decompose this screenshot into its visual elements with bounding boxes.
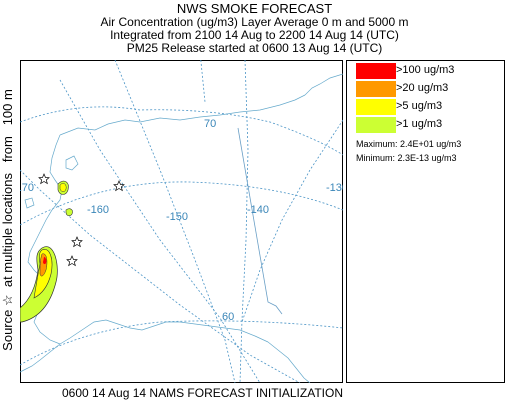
source-star-icon [113,180,125,192]
lon-label: -130 [326,182,343,194]
plume-small-1ug [65,208,73,217]
legend-item-5: >5 ug/m3 [356,99,496,115]
meridian-130 [241,119,343,323]
plume-100ug [43,257,47,265]
concentration-subtitle: Air Concentration (ug/m3) Layer Average … [100,15,409,29]
legend-swatch [356,63,396,79]
legend-swatch [356,81,396,97]
legend-item-20: >20 ug/m3 [356,81,496,97]
borders [237,127,283,315]
island-west [24,197,35,209]
smoke-plumes [20,180,73,323]
south-coast [59,319,269,345]
smoke-map: -170 -160 -150 -140 -130 70 60 [20,60,343,383]
source-label: Source ☆ at multiple locations from 100 … [0,89,15,351]
release-info: PM25 Release started at 0600 13 Aug 14 (… [126,41,383,55]
forecast-initialization: 0600 14 Aug 14 NAMS FORECAST INITIALIZAT… [62,386,343,400]
legend-label: >1 ug/m3 [396,118,443,130]
meridian-170 [20,169,301,383]
arctic-coast [59,94,306,136]
island-north [65,155,79,171]
canada-coast [304,73,343,96]
lat-label: 60 [222,311,234,323]
peninsula-coast [20,343,61,373]
meridian-140 [239,60,249,383]
lat-label: 70 [204,118,216,130]
source-star-icon [71,236,83,248]
parallel-60 [20,320,343,366]
meridian-north [200,60,206,103]
legend-item-1: >1 ug/m3 [356,117,496,133]
meridian-160 [59,79,261,383]
parallel-70 [20,106,343,156]
legend-label: >20 ug/m3 [396,82,449,94]
concentration-legend: >100 ug/m3 >20 ug/m3 >5 ug/m3 >1 ug/m3 M… [346,60,505,383]
us-canada-border [237,127,283,315]
panhandle-coast [267,341,311,383]
legend-swatch [356,99,396,115]
integration-period: Integrated from 2100 14 Aug to 2200 14 A… [110,28,399,42]
source-star-icon [66,255,78,267]
legend-label: >5 ug/m3 [396,100,443,112]
parallel-65 [20,181,343,226]
lon-label: -170 [20,182,34,194]
map-frame [20,60,343,383]
legend-item-100: >100 ug/m3 [356,63,496,79]
max-concentration: Maximum: 2.4E+01 ug/m3 [356,139,462,149]
legend-label: >100 ug/m3 [396,64,455,76]
source-star-icon [38,173,50,185]
legend-swatch [356,117,396,133]
min-concentration: Minimum: 2.3E-13 ug/m3 [356,153,457,163]
source-markers [38,173,125,267]
plume-north-5ug [59,183,67,192]
lon-label: -160 [87,204,109,216]
lon-label: -140 [247,204,269,216]
lon-label: -150 [166,211,188,223]
graticule [20,60,343,383]
forecast-title: NWS SMOKE FORECAST [176,1,333,16]
